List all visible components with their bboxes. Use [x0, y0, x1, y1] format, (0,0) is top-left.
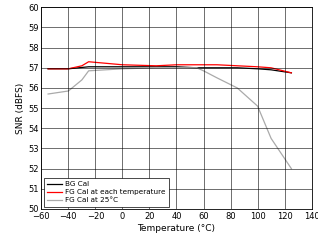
FG Cal at 25°C — [215, 76, 219, 79]
FG Cal at 25°C — [80, 78, 84, 81]
Line: BG Cal: BG Cal — [48, 67, 291, 73]
FG Cal at each temperature — [235, 64, 239, 67]
FG Cal at 25°C — [235, 87, 239, 89]
FG Cal at each temperature — [80, 64, 84, 67]
FG Cal at 25°C — [289, 167, 293, 170]
BG Cal — [66, 67, 70, 70]
FG Cal at 25°C — [269, 137, 273, 140]
Y-axis label: SNR (dBFS): SNR (dBFS) — [16, 83, 25, 134]
FG Cal at 25°C — [46, 93, 50, 95]
FG Cal at each temperature — [175, 63, 178, 66]
FG Cal at each temperature — [256, 65, 259, 68]
BG Cal — [235, 66, 239, 69]
BG Cal — [46, 67, 50, 70]
FG Cal at 25°C — [87, 69, 91, 72]
FG Cal at each temperature — [46, 67, 50, 70]
Line: FG Cal at 25°C: FG Cal at 25°C — [48, 68, 291, 169]
FG Cal at 25°C — [195, 66, 199, 69]
FG Cal at 25°C — [66, 89, 70, 92]
FG Cal at 25°C — [175, 66, 178, 69]
X-axis label: Temperature (°C): Temperature (°C) — [137, 224, 216, 233]
FG Cal at each temperature — [121, 63, 124, 66]
FG Cal at each temperature — [66, 67, 70, 70]
BG Cal — [87, 65, 91, 68]
FG Cal at each temperature — [289, 71, 293, 74]
FG Cal at each temperature — [215, 63, 219, 66]
BG Cal — [269, 68, 273, 71]
BG Cal — [256, 67, 259, 70]
FG Cal at 25°C — [202, 69, 205, 72]
BG Cal — [289, 71, 293, 74]
FG Cal at 25°C — [121, 67, 124, 70]
FG Cal at 25°C — [256, 105, 259, 108]
FG Cal at each temperature — [154, 64, 158, 67]
FG Cal at each temperature — [87, 60, 91, 63]
BG Cal — [175, 65, 178, 68]
FG Cal at 25°C — [154, 66, 158, 69]
BG Cal — [154, 65, 158, 68]
Legend: BG Cal, FG Cal at each temperature, FG Cal at 25°C: BG Cal, FG Cal at each temperature, FG C… — [44, 178, 169, 207]
BG Cal — [195, 66, 199, 69]
FG Cal at each temperature — [269, 66, 273, 69]
BG Cal — [121, 65, 124, 68]
Line: FG Cal at each temperature: FG Cal at each temperature — [48, 62, 291, 73]
BG Cal — [215, 66, 219, 69]
FG Cal at each temperature — [195, 63, 199, 66]
